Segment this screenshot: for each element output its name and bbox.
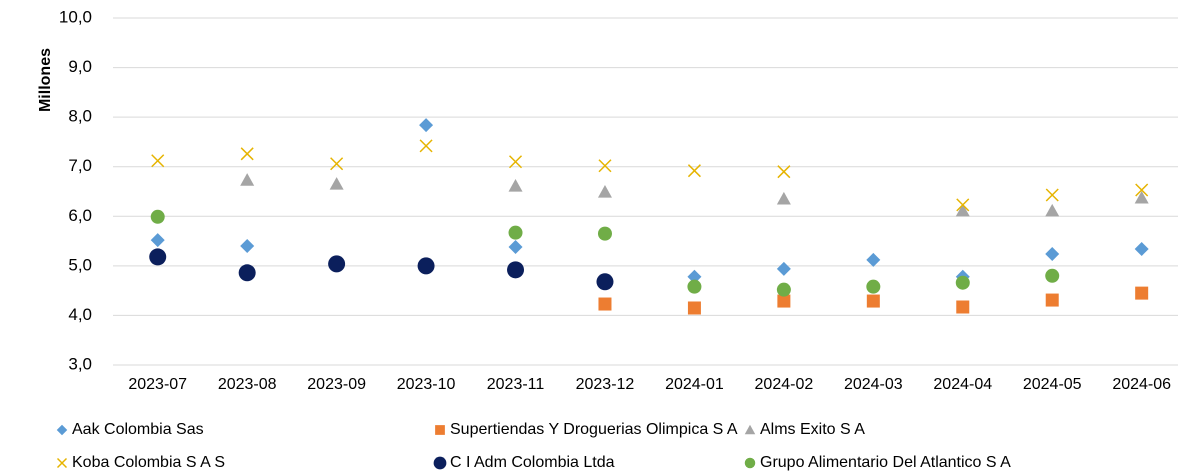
- marker-circle: [1045, 268, 1060, 283]
- marker-circle: [238, 264, 256, 282]
- marker-circle: [687, 279, 702, 294]
- marker-diamond: [866, 252, 881, 267]
- y-tick-label: 9,0: [68, 57, 92, 76]
- legend-label: Alms Exito S A: [760, 421, 865, 438]
- marker-circle: [596, 273, 614, 291]
- marker-x: [508, 155, 523, 169]
- marker-x: [240, 147, 254, 161]
- marker-triangle: [508, 179, 523, 192]
- marker-circle: [150, 209, 165, 224]
- legend-marker: [56, 457, 68, 469]
- marker-x: [956, 198, 970, 212]
- marker-square: [598, 297, 612, 311]
- marker-x: [330, 157, 344, 171]
- marker-diamond: [150, 233, 165, 248]
- marker-triangle: [240, 173, 255, 186]
- y-tick-label: 3,0: [68, 354, 92, 373]
- marker-circle: [508, 225, 523, 240]
- x-tick-label: 2024-04: [933, 376, 992, 393]
- marker-diamond: [419, 118, 434, 133]
- marker-x: [598, 159, 612, 173]
- marker-x: [777, 165, 791, 179]
- marker-triangle: [329, 177, 344, 190]
- marker-x: [1135, 183, 1149, 197]
- y-tick-label: 10,0: [59, 7, 92, 26]
- legend-label: Supertiendas Y Droguerias Olimpica S A: [450, 421, 738, 438]
- y-tick-label: 7,0: [68, 156, 92, 175]
- legend-label: C I Adm Colombia Ltda: [450, 454, 615, 471]
- x-tick-label: 2024-03: [844, 376, 903, 393]
- y-tick-label: 6,0: [68, 206, 92, 225]
- marker-x: [1045, 188, 1059, 202]
- legend-marker: [56, 424, 68, 436]
- x-tick-label: 2024-01: [665, 376, 724, 393]
- marker-square: [687, 301, 701, 315]
- legend-marker: [435, 425, 445, 435]
- y-tick-label: 8,0: [68, 107, 92, 126]
- marker-triangle: [955, 203, 970, 217]
- marker-square: [1135, 286, 1149, 300]
- marker-circle: [149, 248, 167, 266]
- x-tick-label: 2024-05: [1023, 376, 1082, 393]
- marker-diamond: [1045, 246, 1060, 261]
- x-tick-label: 2023-08: [218, 376, 277, 393]
- marker-triangle: [776, 191, 791, 205]
- x-tick-label: 2023-09: [307, 376, 366, 393]
- marker-diamond: [508, 240, 523, 255]
- x-tick-label: 2023-10: [397, 376, 456, 393]
- marker-circle: [955, 275, 970, 290]
- marker-x: [419, 139, 433, 153]
- legend-label: Aak Colombia Sas: [72, 421, 204, 438]
- legend-label: Grupo Alimentario Del Atlantico S A: [760, 454, 1011, 471]
- marker-square: [777, 294, 791, 308]
- marker-triangle: [597, 184, 612, 198]
- marker-square: [866, 294, 880, 308]
- y-tick-label: 4,0: [68, 305, 92, 324]
- legend-label: Koba Colombia S A S: [72, 454, 225, 471]
- marker-triangle: [1045, 203, 1060, 217]
- x-tick-label: 2023-11: [487, 376, 545, 393]
- marker-diamond: [776, 261, 791, 276]
- y-axis-label: Millones: [37, 48, 54, 112]
- marker-x: [151, 154, 165, 168]
- x-tick-label: 2023-12: [576, 376, 635, 393]
- y-tick-label: 5,0: [68, 255, 92, 274]
- marker-circle: [328, 255, 346, 273]
- marker-circle: [417, 257, 435, 275]
- marker-triangle: [1134, 190, 1149, 204]
- marker-diamond: [687, 269, 702, 284]
- x-tick-label: 2024-06: [1112, 376, 1171, 393]
- legend-marker: [433, 456, 447, 470]
- marker-diamond: [240, 239, 255, 254]
- marker-circle: [866, 279, 881, 294]
- legend-marker: [744, 424, 756, 435]
- marker-diamond: [1134, 242, 1149, 257]
- legend-marker: [744, 457, 756, 469]
- marker-circle: [507, 261, 525, 279]
- x-tick-label: 2024-02: [755, 376, 814, 393]
- marker-circle: [776, 282, 791, 297]
- marker-square: [956, 300, 970, 314]
- marker-x: [687, 164, 701, 178]
- x-tick-label: 2023-07: [128, 376, 187, 393]
- marker-square: [1045, 293, 1059, 307]
- marker-circle: [597, 226, 612, 241]
